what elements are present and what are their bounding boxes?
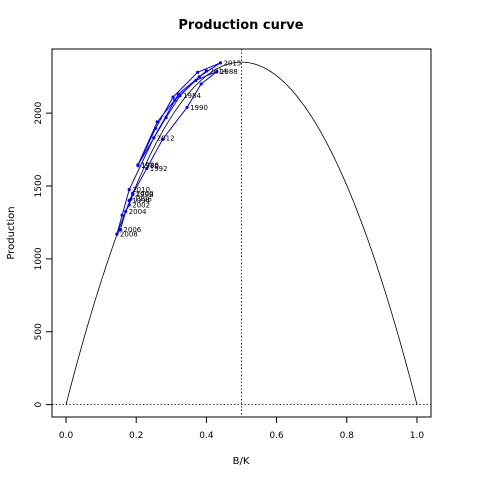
x-axis: 0.0 0.2 0.4 0.6 0.8 1.0 [59,417,425,441]
chart-title: Production curve [178,18,303,33]
data-point-label: 1998 [136,191,154,199]
y-axis: 0 500 1000 1500 2000 [34,101,52,407]
data-point-label: 1996 [134,196,152,204]
data-point [127,203,131,207]
data-point-label: 2000 [136,190,154,198]
data-point-label: 2004 [129,208,147,216]
x-tick-label: 0.6 [269,431,284,441]
data-point [197,75,201,79]
data-point [153,126,158,131]
data-point-label: 1992 [150,165,168,173]
x-tick-label: 0.2 [129,431,143,441]
data-point-label: 2014 [209,67,227,75]
data-point [115,232,119,236]
data-point-label: 1986 [141,161,159,169]
data-point-label: 1994 [132,197,150,205]
data-point-label: 2010 [132,186,150,194]
data-point [136,163,140,167]
y-tick-label: 500 [34,323,44,340]
data-point [215,69,219,74]
data-point-label: 2006 [123,226,141,234]
y-tick-label: 1000 [34,247,44,270]
data-point-label: 1980 [141,162,159,170]
data-point [131,191,135,195]
data-point [127,188,131,192]
data-point [124,209,128,214]
y-tick-label: 1500 [34,174,44,197]
reference-lines [52,49,431,417]
data-point-label: 2012 [157,134,175,142]
y-tick-label: 0 [34,401,44,407]
data-point [155,120,159,124]
x-axis-label: B/K [233,456,250,467]
data-point-label: 1988 [220,68,238,76]
x-tick-label: 0.4 [199,431,214,441]
series-layer: 1980 2015 1984 1986 1988 1990 1992 199419961998… [115,59,241,239]
data-point [164,115,168,120]
x-tick-label: 0.8 [340,431,355,441]
x-tick-label: 0.0 [59,431,74,441]
data-point [194,78,198,82]
data-point [176,92,180,96]
data-point [173,98,177,102]
x-tick-label: 1.0 [410,431,425,441]
data-point [120,213,124,217]
data-point [218,61,223,65]
data-point [171,95,175,99]
data-point-label: 2015 [223,59,241,67]
series-line [116,62,221,235]
y-tick-label: 2000 [34,101,44,124]
data-point [118,228,123,232]
data-point [199,82,203,86]
data-point [204,69,209,73]
data-point [185,105,189,109]
data-point [196,70,200,74]
data-point-label: 1990 [190,104,208,112]
data-point-label: 2002 [132,201,150,209]
data-point-label: 1984 [183,92,201,100]
y-axis-label: Production [6,206,17,259]
data-point [160,137,165,141]
data-point [129,197,133,201]
data-point [145,166,149,171]
data-point-label: 2008 [120,231,138,239]
data-point [152,136,156,140]
